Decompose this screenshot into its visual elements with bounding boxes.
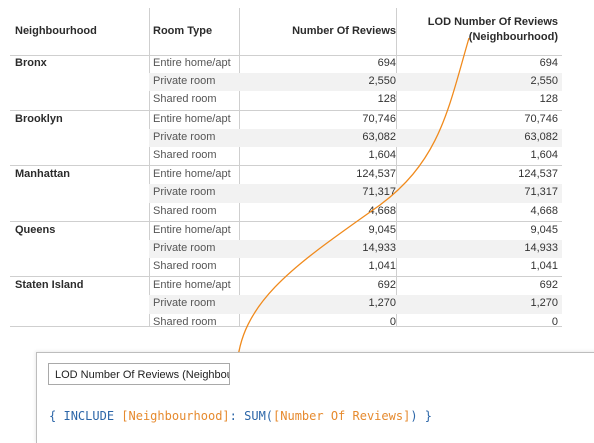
column-header-lod-line2: (Neighbourhood): [468, 31, 558, 43]
cell-room-type[interactable]: Entire home/apt: [153, 168, 231, 181]
table-header: Neighbourhood Room Type Number Of Review…: [10, 0, 562, 56]
cell-lod-reviews[interactable]: 692: [539, 279, 558, 292]
row-band: [149, 73, 562, 92]
cell-neighbourhood[interactable]: Queens: [15, 223, 56, 236]
cell-lod-reviews[interactable]: 14,933: [524, 241, 558, 254]
cell-lod-reviews[interactable]: 1,270: [530, 297, 558, 310]
formula-close-brace: }: [424, 409, 433, 423]
cell-lod-reviews[interactable]: 128: [539, 93, 558, 106]
cell-room-type[interactable]: Private room: [153, 241, 216, 254]
cell-neighbourhood[interactable]: Bronx: [15, 57, 47, 69]
table-row: Shared room 0 0: [10, 314, 562, 332]
cell-lod-reviews[interactable]: 9,045: [530, 223, 558, 236]
formula-colon: :: [229, 409, 237, 423]
table-bottom-border: [10, 326, 562, 327]
cell-lod-reviews[interactable]: 4,668: [530, 204, 558, 217]
column-header-lod-line1: LOD Number Of Reviews: [427, 16, 558, 28]
calculation-editor: LOD Number Of Reviews (Neighbou { INCLUD…: [36, 352, 594, 443]
cell-number-of-reviews[interactable]: 1,041: [368, 260, 396, 273]
column-divider-room-type: [239, 8, 240, 326]
table-row: Private room 14,933 14,933: [10, 239, 562, 259]
cell-room-type[interactable]: Entire home/apt: [153, 223, 231, 236]
cell-number-of-reviews[interactable]: 128: [377, 93, 396, 106]
cell-number-of-reviews[interactable]: 4,668: [368, 204, 396, 217]
cell-room-type[interactable]: Shared room: [153, 260, 217, 273]
cell-number-of-reviews[interactable]: 63,082: [362, 130, 396, 143]
table-row: Private room 1,270 1,270: [10, 295, 562, 314]
cell-lod-reviews[interactable]: 70,746: [524, 112, 558, 125]
formula-sum-func: SUM(: [244, 409, 274, 423]
cell-room-type[interactable]: Entire home/apt: [153, 279, 231, 292]
cell-number-of-reviews[interactable]: 70,746: [362, 112, 396, 125]
cell-room-type[interactable]: Private room: [153, 186, 216, 199]
cell-room-type[interactable]: Entire home/apt: [153, 57, 231, 69]
cell-number-of-reviews[interactable]: 71,317: [362, 186, 396, 199]
row-band: [149, 128, 562, 147]
cell-number-of-reviews[interactable]: 694: [377, 57, 396, 69]
cell-number-of-reviews[interactable]: 0: [389, 315, 396, 328]
cell-lod-reviews[interactable]: 63,082: [524, 130, 558, 143]
formula-close-paren: ): [410, 409, 418, 423]
cell-number-of-reviews[interactable]: 1,604: [368, 148, 396, 161]
cell-number-of-reviews[interactable]: 124,537: [356, 168, 396, 181]
table-row: Private room 71,317 71,317: [10, 184, 562, 203]
formula-open-brace: {: [49, 409, 57, 423]
cell-neighbourhood[interactable]: Brooklyn: [15, 112, 63, 125]
row-band: [149, 239, 562, 259]
table-row: Private room 2,550 2,550: [10, 73, 562, 92]
cell-room-type[interactable]: Entire home/apt: [153, 112, 231, 125]
table-row: Queens Entire home/apt 9,045 9,045: [10, 220, 562, 240]
table-row: Brooklyn Entire home/apt 70,746 70,746: [10, 109, 562, 129]
cell-room-type[interactable]: Shared room: [153, 315, 217, 328]
cell-number-of-reviews[interactable]: 14,933: [362, 241, 396, 254]
table-row: Shared room 1,041 1,041: [10, 258, 562, 276]
column-header-neighbourhood[interactable]: Neighbourhood: [15, 25, 97, 37]
formula-measure: [Number Of Reviews]: [273, 409, 411, 423]
cell-number-of-reviews[interactable]: 2,550: [368, 75, 396, 88]
cell-room-type[interactable]: Shared room: [153, 93, 217, 106]
column-divider-neighbourhood: [149, 8, 150, 326]
cell-number-of-reviews[interactable]: 9,045: [368, 223, 396, 236]
calculation-name-input[interactable]: LOD Number Of Reviews (Neighbou: [48, 363, 230, 385]
cell-neighbourhood[interactable]: Staten Island: [15, 279, 84, 292]
cell-room-type[interactable]: Private room: [153, 130, 216, 143]
cell-number-of-reviews[interactable]: 1,270: [368, 297, 396, 310]
row-band: [149, 295, 562, 314]
table-row: Manhattan Entire home/apt 124,537 124,537: [10, 165, 562, 184]
column-header-lod-reviews[interactable]: LOD Number Of Reviews (Neighbourhood): [428, 15, 558, 45]
cell-lod-reviews[interactable]: 0: [551, 315, 558, 328]
cell-room-type[interactable]: Private room: [153, 297, 216, 310]
formula-text[interactable]: { INCLUDE [Neighbourhood]: SUM([Number O…: [49, 409, 432, 423]
column-divider-reviews: [396, 8, 397, 326]
cell-lod-reviews[interactable]: 1,604: [530, 148, 558, 161]
cell-room-type[interactable]: Shared room: [153, 204, 217, 217]
table-row: Shared room 4,668 4,668: [10, 203, 562, 221]
cell-lod-reviews[interactable]: 694: [539, 57, 558, 69]
cell-neighbourhood[interactable]: Manhattan: [15, 168, 70, 181]
table-row: Bronx Entire home/apt 694 694: [10, 55, 562, 73]
cell-lod-reviews[interactable]: 124,537: [518, 168, 558, 181]
table-row: Shared room 1,604 1,604: [10, 147, 562, 165]
cell-number-of-reviews[interactable]: 692: [377, 279, 396, 292]
table-row: Private room 63,082 63,082: [10, 128, 562, 147]
column-header-number-of-reviews[interactable]: Number Of Reviews: [292, 25, 396, 37]
row-band: [149, 184, 562, 203]
cell-room-type[interactable]: Private room: [153, 75, 216, 88]
table-row: Shared room 128 128: [10, 91, 562, 109]
formula-dimension: [Neighbourhood]: [121, 409, 230, 423]
cell-lod-reviews[interactable]: 1,041: [530, 260, 558, 273]
column-header-room-type[interactable]: Room Type: [153, 25, 213, 37]
cell-lod-reviews[interactable]: 71,317: [524, 186, 558, 199]
cell-room-type[interactable]: Shared room: [153, 148, 217, 161]
cell-lod-reviews[interactable]: 2,550: [530, 75, 558, 88]
formula-keyword-include: INCLUDE: [63, 409, 115, 423]
